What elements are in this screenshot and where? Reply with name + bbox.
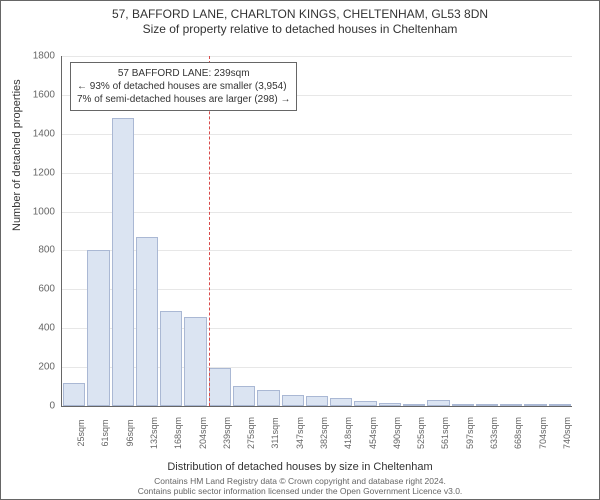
x-tick-label: 311sqm <box>270 417 280 448</box>
title-line-1: 57, BAFFORD LANE, CHARLTON KINGS, CHELTE… <box>1 7 599 22</box>
x-tick-label: 418sqm <box>343 417 353 449</box>
bar <box>160 311 182 406</box>
y-tick-label: 200 <box>5 362 55 373</box>
x-tick-label: 275sqm <box>246 417 256 449</box>
annotation-line-2: ← 93% of detached houses are smaller (3,… <box>77 80 290 93</box>
title-line-2: Size of property relative to detached ho… <box>1 22 599 37</box>
bar <box>112 118 134 406</box>
y-tick-label: 1400 <box>5 128 55 139</box>
x-axis-label: Distribution of detached houses by size … <box>1 461 599 473</box>
annotation-box: 57 BAFFORD LANE: 239sqm ← 93% of detache… <box>70 62 297 111</box>
footer-line-2: Contains public sector information licen… <box>1 487 599 497</box>
bar <box>184 317 206 406</box>
x-tick-label: 347sqm <box>295 417 305 449</box>
x-tick-label: 168sqm <box>173 417 183 449</box>
x-tick-label: 25sqm <box>76 419 86 446</box>
bar <box>306 396 328 406</box>
bar <box>136 237 158 406</box>
bar <box>257 390 279 406</box>
x-tick-label: 204sqm <box>198 417 208 449</box>
x-tick-label: 96sqm <box>125 419 135 446</box>
figure-container: 57, BAFFORD LANE, CHARLTON KINGS, CHELTE… <box>0 0 600 500</box>
bar <box>63 383 85 406</box>
bar <box>330 398 352 406</box>
x-tick-label: 239sqm <box>222 417 232 449</box>
y-tick-label: 800 <box>5 245 55 256</box>
bar <box>87 250 109 406</box>
x-tick-label: 61sqm <box>100 419 110 446</box>
x-tick-label: 454sqm <box>368 417 378 449</box>
x-tick-label: 525sqm <box>416 417 426 449</box>
x-tick-label: 704sqm <box>538 417 548 449</box>
x-tick-label: 132sqm <box>149 417 159 449</box>
x-tick-label: 740sqm <box>562 417 572 449</box>
y-tick-label: 600 <box>5 284 55 295</box>
x-tick-label: 597sqm <box>465 417 475 449</box>
y-tick-label: 1200 <box>5 167 55 178</box>
bar <box>282 395 304 406</box>
x-tick-label: 668sqm <box>513 417 523 449</box>
annotation-line-1: 57 BAFFORD LANE: 239sqm <box>77 67 290 80</box>
plot-area: 57 BAFFORD LANE: 239sqm ← 93% of detache… <box>61 56 572 407</box>
bar <box>209 368 231 406</box>
annotation-line-3: 7% of semi-detached houses are larger (2… <box>77 93 290 106</box>
x-tick-label: 382sqm <box>319 417 329 449</box>
bar <box>233 386 255 406</box>
y-tick-label: 1000 <box>5 206 55 217</box>
y-tick-label: 1800 <box>5 51 55 62</box>
x-tick-label: 633sqm <box>489 417 499 449</box>
y-tick-label: 1600 <box>5 89 55 100</box>
x-tick-label: 490sqm <box>392 417 402 449</box>
y-tick-label: 400 <box>5 323 55 334</box>
title-block: 57, BAFFORD LANE, CHARLTON KINGS, CHELTE… <box>1 1 599 37</box>
footer: Contains HM Land Registry data © Crown c… <box>1 477 599 497</box>
y-tick-label: 0 <box>5 401 55 412</box>
x-tick-label: 561sqm <box>440 417 450 449</box>
x-ticks: 25sqm 61sqm 96sqm 132sqm 168sqm 204sqm 239sqm 2… <box>61 406 571 461</box>
